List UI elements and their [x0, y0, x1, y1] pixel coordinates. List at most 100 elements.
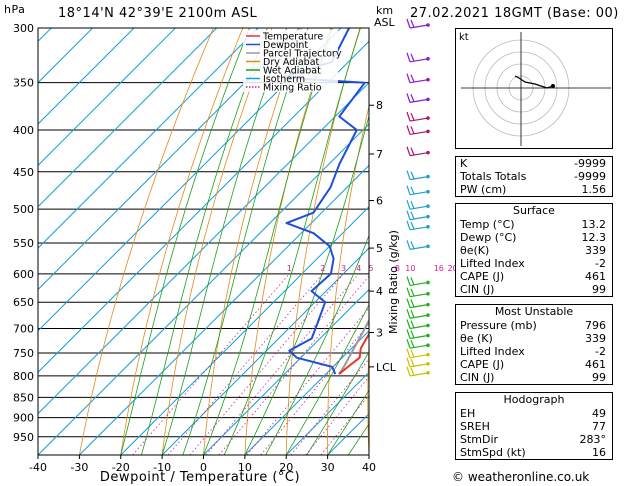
wind-barb-flag	[410, 186, 415, 195]
pressure-tick-label: 700	[13, 323, 34, 336]
wind-barb-flag	[406, 220, 411, 231]
isotherm-line	[203, 288, 369, 455]
wind-barb-flag	[410, 349, 415, 358]
mixing-ratio-axis-label: Mixing Ratio (g/kg)	[387, 230, 400, 334]
mu-row: θe (K) 339	[456, 332, 612, 345]
wind-barb-flag	[410, 288, 415, 297]
isotherm-line	[120, 206, 369, 455]
mu-row: CAPE (J) 461	[456, 358, 612, 371]
index-row-k: K -9999	[456, 157, 612, 170]
wind-barb-flag	[410, 358, 415, 367]
dry-adiabat-line	[161, 28, 273, 455]
wind-barb-dot	[426, 280, 430, 285]
index-label: K	[460, 157, 468, 170]
wind-barb-flag	[406, 366, 411, 377]
wind-barbs	[406, 18, 430, 377]
mu-value: 796	[585, 319, 606, 332]
pressure-tick-label: 400	[13, 124, 34, 137]
hodo-row: StmSpd (kt) 16	[456, 446, 612, 459]
surface-row: Dewp (°C) 12.3	[456, 231, 612, 244]
wind-barb-shaft	[409, 281, 429, 287]
mixing-ratio-label: 10	[405, 264, 415, 273]
wind-barb-dot	[426, 116, 430, 120]
isotherm-line	[38, 28, 94, 84]
mixing-ratio-label: 4	[356, 264, 361, 273]
wind-barb-shaft	[409, 176, 429, 181]
hpa-label: hPa	[4, 3, 26, 16]
mixing-ratio-label: 20	[448, 264, 458, 273]
surface-value: 13.2	[581, 218, 607, 231]
mu-label: θe (K)	[460, 332, 493, 345]
legend-entry: Dry Adiabat	[263, 57, 320, 68]
mixing-ratio-label: 8	[395, 264, 400, 273]
hodograph: kt	[455, 28, 613, 149]
wind-barb-dot	[426, 352, 430, 357]
wind-barb-dot	[426, 57, 430, 61]
wind-barb-dot	[426, 150, 430, 155]
wind-barb-shaft	[409, 245, 429, 250]
index-value: -9999	[574, 157, 606, 170]
wet-adiabat-line	[327, 389, 369, 455]
dry-adiabat-line	[120, 28, 244, 455]
mu-label: Pressure (mb)	[460, 319, 537, 332]
parcel-trajectory-line	[338, 318, 369, 375]
wind-barb-shaft	[409, 314, 429, 319]
wind-barb-dot	[426, 214, 430, 219]
isotherm-line	[38, 123, 369, 455]
mu-value: 99	[592, 371, 606, 384]
wind-barb-shaft	[409, 354, 429, 359]
temperature-line	[338, 332, 369, 375]
wet-adiabat-line	[285, 303, 369, 455]
hodo-value: 283°	[579, 433, 607, 446]
legend-entry: Isotherm	[263, 74, 305, 85]
credit-text: © weatheronline.co.uk	[452, 470, 590, 484]
wind-barb-flag	[410, 200, 415, 209]
x-tick-label: 40	[362, 461, 376, 474]
wind-barb-flag	[406, 111, 411, 122]
wind-barb-dot	[426, 371, 430, 375]
hodograph-end-marker	[551, 84, 555, 88]
surface-value: 461	[585, 270, 606, 283]
wind-barb-flag	[410, 147, 415, 156]
pressure-tick-label: 900	[13, 412, 34, 425]
x-tick-label: -30	[70, 461, 88, 474]
x-axis-label: Dewpoint / Temperature (°C)	[100, 470, 300, 485]
index-value: -9999	[574, 170, 606, 183]
x-tick-label: -10	[153, 461, 171, 474]
x-tick-label: -40	[29, 461, 47, 474]
height-tick-label: LCL	[376, 361, 397, 374]
wind-barb-flag	[410, 241, 415, 249]
wind-barb-flag	[410, 320, 415, 329]
isotherm-line	[244, 330, 369, 455]
hodo-row: EH 49	[456, 407, 612, 420]
x-tick-label: 20	[279, 461, 293, 474]
wind-barb-flag	[406, 357, 411, 368]
wind-barb-flag	[410, 171, 415, 180]
wind-barb-flag	[410, 126, 415, 134]
wind-barb-dot	[426, 302, 430, 307]
wind-barb-flag	[406, 276, 411, 286]
hodograph-stats-panel: Hodograph EH 49 SREH 77 StmDir 283° StmSpd …	[455, 392, 613, 460]
wind-barb-dot	[426, 291, 430, 296]
most-unstable-panel: Most Unstable Pressure (mb) 796 θe (K) 339…	[455, 304, 613, 385]
wind-barb-flag	[406, 52, 411, 62]
mixing-ratio-label: 1	[287, 264, 292, 273]
surface-row: θe(K) 339	[456, 244, 612, 257]
wind-barb-dot	[426, 77, 430, 82]
wind-barb-shaft	[409, 117, 429, 122]
wet-adiabat-line	[244, 114, 369, 455]
isotherm-line	[38, 81, 369, 415]
hodo-label: StmSpd (kt)	[460, 446, 526, 459]
indices-panel: K -9999 Totals Totals -9999 PW (cm) 1.56	[455, 156, 613, 197]
wind-barb-flag	[406, 125, 411, 135]
wind-barb-flag	[406, 298, 411, 308]
index-row-pw: PW (cm) 1.56	[456, 183, 612, 196]
wind-barb-dot	[426, 343, 430, 348]
wind-barb-shaft	[409, 334, 429, 340]
height-tick-label: 8	[376, 99, 383, 112]
isotherm-line	[38, 40, 369, 373]
mu-label: Lifted Index	[460, 345, 525, 358]
height-tick-label: 6	[376, 195, 383, 208]
wind-barb-flag	[410, 112, 415, 121]
